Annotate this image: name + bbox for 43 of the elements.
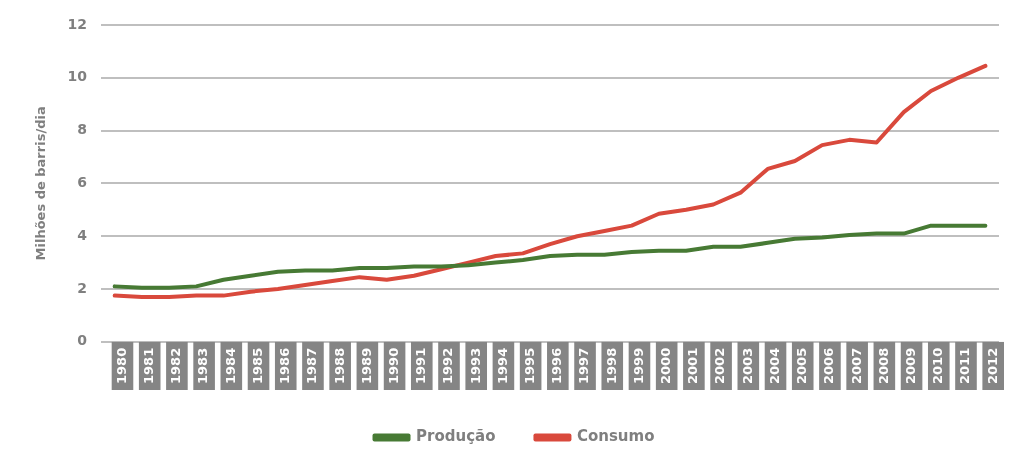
x-tick-label: 1991 bbox=[413, 347, 429, 385]
y-tick-label: 10 bbox=[67, 68, 88, 85]
y-tick-label: 4 bbox=[77, 226, 88, 243]
x-tick-label: 1993 bbox=[467, 347, 483, 385]
x-tick-label: 1985 bbox=[249, 347, 265, 385]
x-tick-label: 1998 bbox=[603, 347, 619, 385]
x-tick-label: 1986 bbox=[277, 347, 293, 385]
x-tick-label: 1988 bbox=[331, 347, 347, 385]
x-tick-label: 1999 bbox=[630, 347, 646, 385]
x-tick-label: 2010 bbox=[930, 347, 946, 385]
x-tick-label: 1981 bbox=[141, 347, 157, 385]
y-tick-label: 8 bbox=[77, 121, 88, 138]
x-tick-label: 2001 bbox=[685, 347, 701, 385]
x-tick-label: 2002 bbox=[712, 347, 728, 385]
x-tick-label: 1980 bbox=[113, 347, 129, 385]
x-tick-label: 2006 bbox=[821, 347, 837, 385]
legend-label: Consumo bbox=[576, 427, 655, 446]
x-tick-label: 2007 bbox=[848, 347, 864, 385]
y-axis-title: Milhões de barris/dia bbox=[33, 106, 49, 261]
x-tick-label: 1983 bbox=[195, 347, 211, 385]
legend-label: Produção bbox=[416, 427, 496, 446]
x-tick-label: 2011 bbox=[957, 347, 973, 385]
y-tick-label: 12 bbox=[67, 15, 88, 32]
x-tick-label: 2008 bbox=[875, 347, 891, 385]
x-tick-label: 2003 bbox=[739, 347, 755, 385]
y-tick-label: 0 bbox=[77, 332, 88, 349]
y-tick-label: 2 bbox=[77, 279, 88, 296]
x-tick-label: 1997 bbox=[576, 347, 592, 385]
x-tick-label: 2009 bbox=[902, 347, 918, 385]
x-tick-label: 1987 bbox=[304, 347, 320, 385]
x-tick-label: 1990 bbox=[385, 347, 401, 385]
x-tick-label: 2012 bbox=[984, 347, 1000, 385]
x-tick-label: 1994 bbox=[494, 347, 510, 385]
x-tick-label: 2004 bbox=[766, 347, 782, 385]
x-tick-label: 1982 bbox=[168, 347, 184, 385]
x-tick-label: 1992 bbox=[440, 347, 456, 385]
x-tick-label: 2005 bbox=[794, 347, 810, 385]
x-tick-label: 2000 bbox=[658, 347, 674, 385]
x-tick-label: 1989 bbox=[358, 347, 374, 385]
x-tick-label: 1995 bbox=[522, 347, 538, 385]
x-tick-label: 1996 bbox=[549, 347, 565, 385]
x-tick-label: 1984 bbox=[222, 347, 238, 385]
y-tick-label: 6 bbox=[77, 174, 88, 191]
